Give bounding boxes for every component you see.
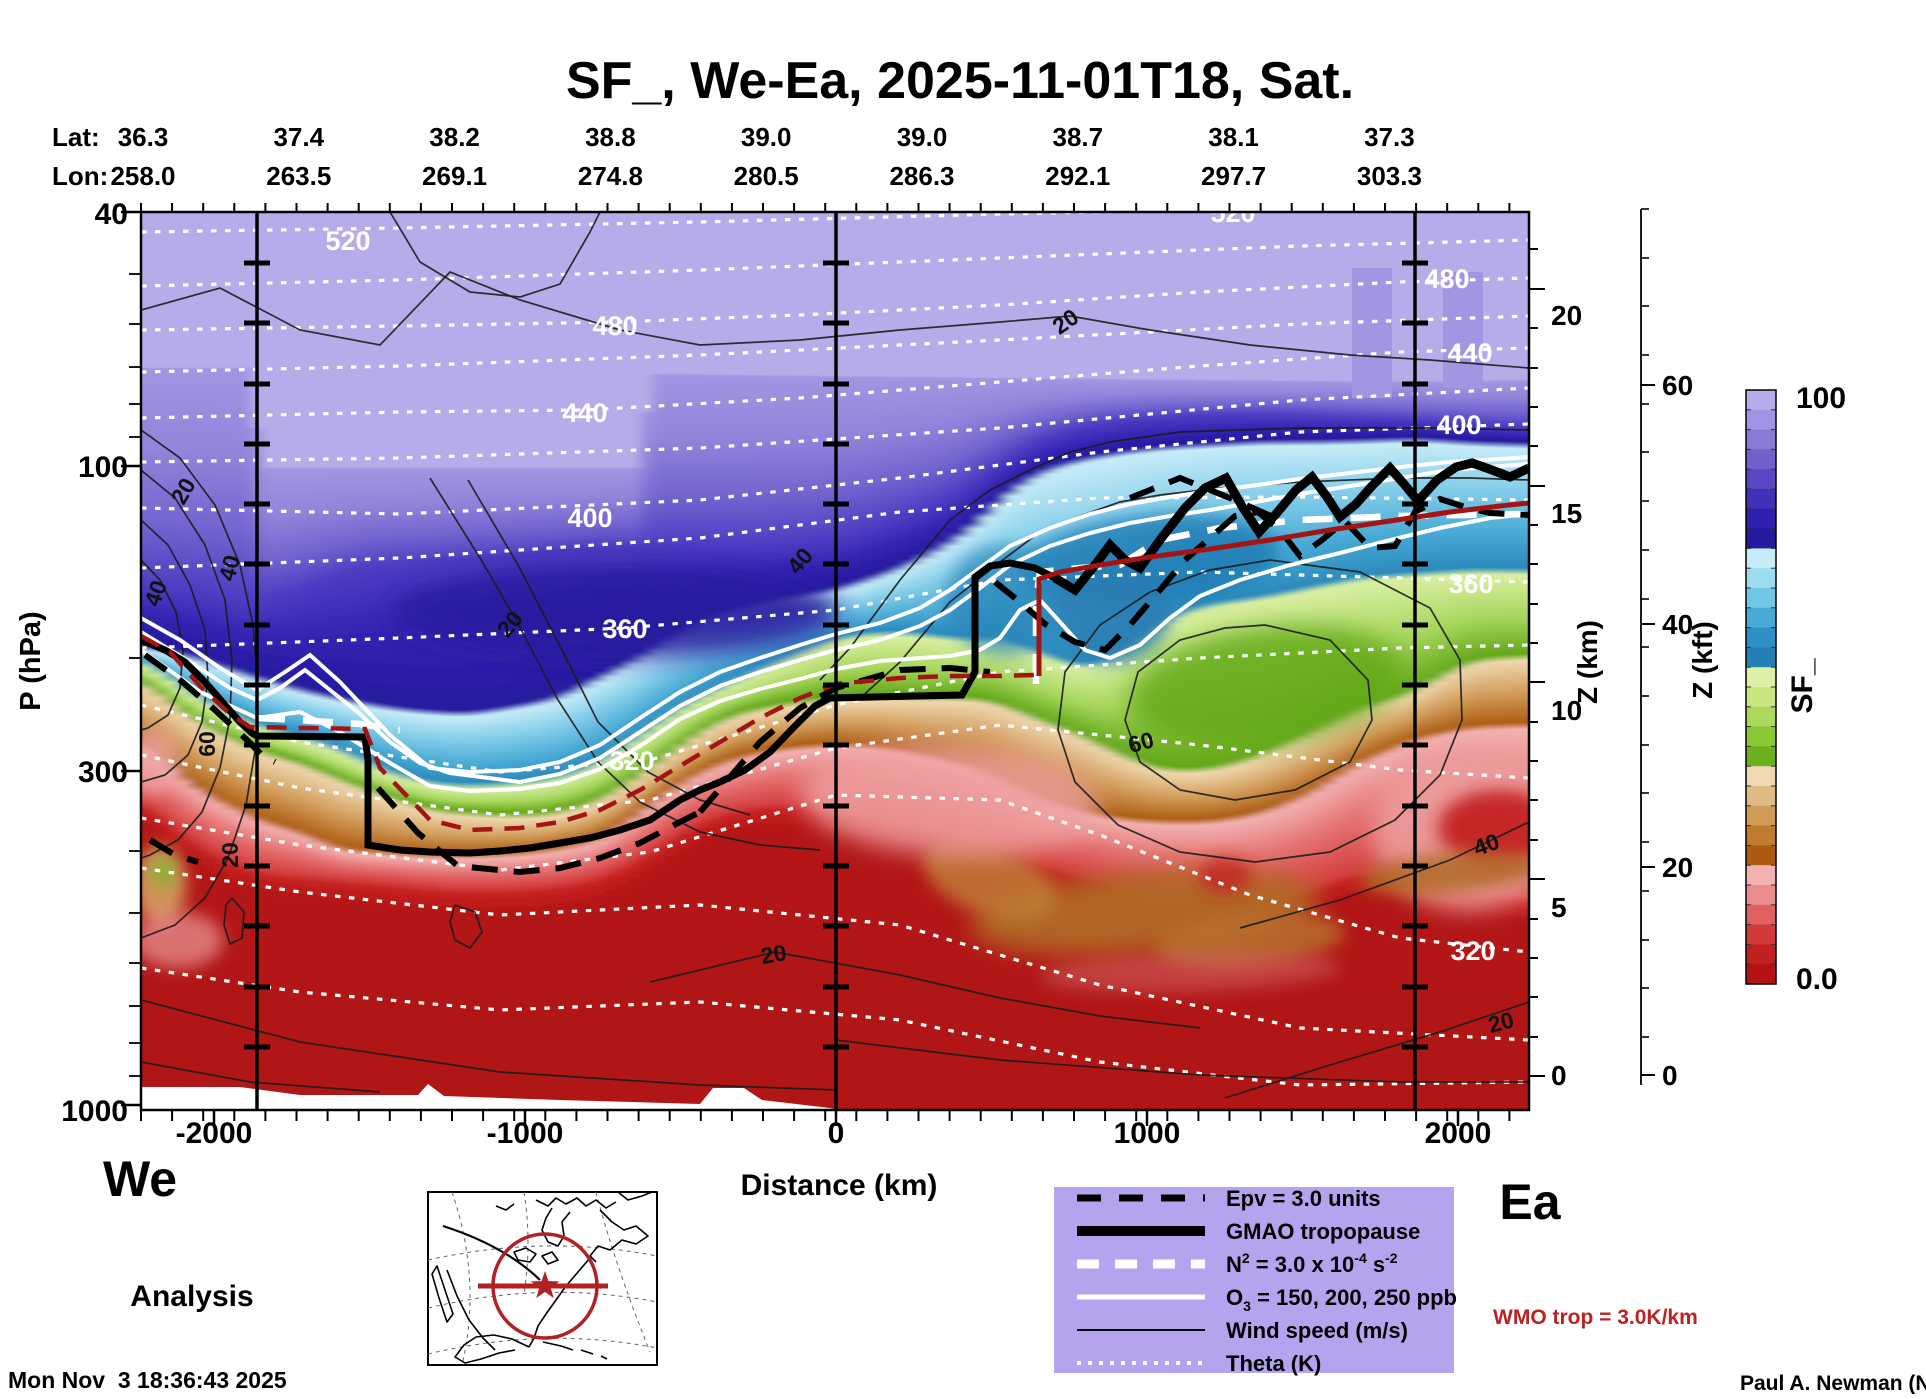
- svg-text:274.8: 274.8: [578, 161, 643, 191]
- svg-text:WMO trop = 3.0K/km: WMO trop = 3.0K/km: [1493, 1306, 1698, 1329]
- svg-text:100: 100: [1796, 382, 1846, 415]
- svg-text:Distance (km): Distance (km): [741, 1169, 938, 1202]
- svg-text:20: 20: [1551, 300, 1582, 331]
- svg-text:360: 360: [1448, 569, 1493, 599]
- svg-text:0: 0: [828, 1117, 845, 1150]
- svg-text:60: 60: [194, 731, 220, 757]
- svg-text:480: 480: [592, 311, 637, 341]
- svg-text:Analysis: Analysis: [130, 1280, 253, 1313]
- svg-text:GMAO tropopause: GMAO tropopause: [1226, 1219, 1420, 1244]
- svg-text:320: 320: [1450, 936, 1495, 966]
- svg-text:40: 40: [1662, 609, 1693, 640]
- svg-text:37.4: 37.4: [273, 122, 324, 152]
- svg-text:360: 360: [602, 614, 647, 644]
- svg-text:480: 480: [1424, 264, 1469, 294]
- svg-text:Theta (K): Theta (K): [1226, 1351, 1321, 1376]
- svg-text:38.1: 38.1: [1208, 122, 1259, 152]
- svg-text:0.0: 0.0: [1796, 963, 1838, 996]
- svg-text:300: 300: [78, 756, 128, 789]
- svg-text:40: 40: [95, 198, 128, 231]
- svg-text:38.7: 38.7: [1052, 122, 1103, 152]
- svg-text:Z (km): Z (km): [1572, 620, 1603, 704]
- svg-text:15: 15: [1551, 498, 1582, 529]
- svg-text:20: 20: [759, 939, 789, 969]
- svg-text:Lat:: Lat:: [52, 122, 100, 152]
- svg-text:520: 520: [1210, 198, 1255, 228]
- svg-text:39.0: 39.0: [741, 122, 792, 152]
- svg-text:Lon:: Lon:: [52, 161, 108, 191]
- svg-text:258.0: 258.0: [110, 161, 175, 191]
- svg-text:Wind speed (m/s): Wind speed (m/s): [1226, 1318, 1408, 1343]
- svg-text:269.1: 269.1: [422, 161, 487, 191]
- svg-text:-2000: -2000: [176, 1117, 253, 1150]
- svg-text:100: 100: [78, 451, 128, 484]
- svg-text:440: 440: [562, 398, 607, 428]
- svg-text:SF_, We-Ea, 2025-11-01T18, Sat: SF_, We-Ea, 2025-11-01T18, Sat.: [566, 52, 1354, 110]
- svg-text:400: 400: [567, 503, 612, 533]
- svg-text:297.7: 297.7: [1201, 161, 1266, 191]
- svg-text:20: 20: [217, 842, 243, 868]
- svg-text:10: 10: [1551, 695, 1582, 726]
- svg-text:292.1: 292.1: [1045, 161, 1110, 191]
- svg-text:Epv = 3.0 units: Epv = 3.0 units: [1226, 1186, 1381, 1211]
- svg-text:N2 = 3.0 x 10-4 s-2: N2 = 3.0 x 10-4 s-2: [1226, 1250, 1398, 1277]
- svg-text:-1000: -1000: [487, 1117, 564, 1150]
- svg-text:P (hPa): P (hPa): [15, 611, 47, 710]
- svg-text:Ea: Ea: [1499, 1174, 1561, 1230]
- svg-text:1000: 1000: [1114, 1117, 1181, 1150]
- svg-text:280.5: 280.5: [734, 161, 799, 191]
- svg-text:Paul A. Newman (NASA: Paul A. Newman (NASA: [1740, 1372, 1926, 1394]
- svg-text:1000: 1000: [61, 1095, 128, 1128]
- svg-text:36.3: 36.3: [118, 122, 169, 152]
- svg-text:37.3: 37.3: [1364, 122, 1415, 152]
- svg-text:520: 520: [325, 226, 370, 256]
- svg-text:SF_: SF_: [1786, 658, 1819, 713]
- svg-text:60: 60: [1662, 370, 1693, 401]
- svg-text:5: 5: [1551, 892, 1567, 923]
- svg-text:Z (kft): Z (kft): [1687, 621, 1718, 699]
- svg-text:We: We: [103, 1151, 177, 1207]
- svg-text:320: 320: [609, 746, 654, 776]
- svg-text:440: 440: [1447, 338, 1492, 368]
- svg-text:303.3: 303.3: [1357, 161, 1422, 191]
- svg-text:263.5: 263.5: [266, 161, 331, 191]
- svg-text:Mon Nov 3 18:36:43 2025: Mon Nov 3 18:36:43 2025: [8, 1367, 287, 1393]
- svg-text:39.0: 39.0: [897, 122, 948, 152]
- svg-text:0: 0: [1662, 1060, 1678, 1091]
- svg-text:2000: 2000: [1425, 1117, 1492, 1150]
- svg-text:0: 0: [1551, 1060, 1567, 1091]
- svg-text:38.8: 38.8: [585, 122, 636, 152]
- svg-text:38.2: 38.2: [429, 122, 480, 152]
- svg-text:O3 = 150, 200, 250 ppb: O3 = 150, 200, 250 ppb: [1226, 1285, 1457, 1314]
- svg-text:20: 20: [1662, 852, 1693, 883]
- svg-text:286.3: 286.3: [889, 161, 954, 191]
- svg-text:400: 400: [1436, 410, 1481, 440]
